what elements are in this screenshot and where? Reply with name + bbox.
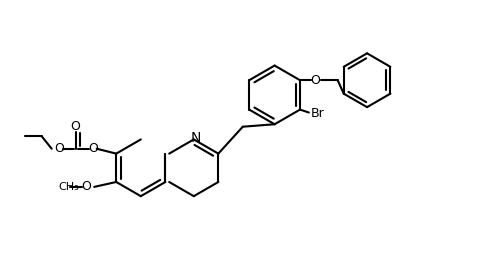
- Text: O: O: [88, 142, 98, 155]
- Text: CH₃: CH₃: [59, 182, 79, 192]
- Text: N: N: [191, 131, 201, 146]
- Text: O: O: [55, 142, 64, 155]
- Text: O: O: [70, 120, 80, 133]
- Text: O: O: [81, 180, 91, 193]
- Text: O: O: [311, 74, 321, 87]
- Text: Br: Br: [311, 107, 325, 120]
